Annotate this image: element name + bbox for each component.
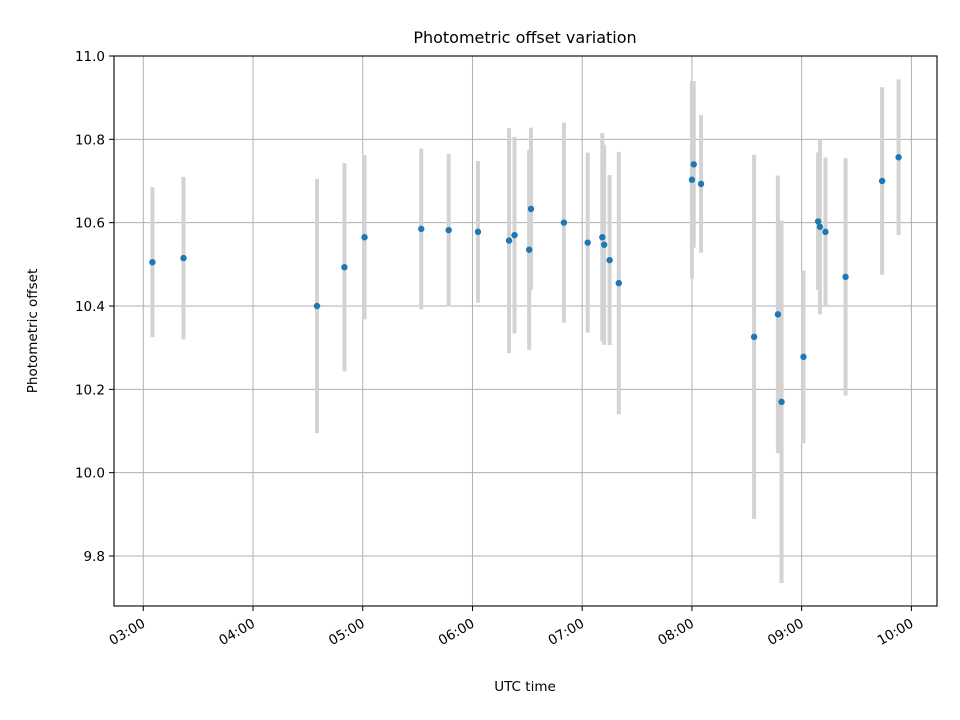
x-tick-label: 05:00	[326, 616, 368, 649]
data-point	[313, 302, 321, 310]
x-tick-label: 10:00	[875, 616, 917, 649]
data-point	[814, 218, 822, 225]
data-point	[584, 239, 591, 246]
y-tick-label: 10.8	[75, 132, 105, 148]
data-point	[599, 234, 606, 241]
x-tick-label: 06:00	[436, 616, 478, 649]
data-point	[445, 226, 452, 234]
x-tick-label: 07:00	[546, 616, 588, 649]
data-point	[180, 254, 187, 262]
x-tick-label: 08:00	[655, 616, 697, 649]
data-point	[600, 241, 608, 248]
data-point	[842, 273, 849, 281]
data-point	[750, 333, 758, 341]
y-tick-label: 10.6	[75, 216, 105, 232]
data-point	[149, 259, 156, 266]
data-point	[505, 237, 513, 244]
data-point	[560, 219, 568, 226]
data-point	[697, 180, 705, 188]
x-tick-label: 09:00	[765, 616, 807, 649]
data-point	[606, 256, 613, 264]
data-point	[511, 231, 518, 239]
y-tick-label: 10.0	[75, 466, 105, 482]
data-point	[800, 353, 807, 361]
y-axis-label: Photometric offset	[25, 269, 41, 393]
x-axis-label: UTC time	[494, 679, 556, 695]
y-tick-label: 11.0	[75, 49, 105, 65]
y-tick-label: 10.4	[75, 299, 105, 315]
x-tick-label: 03:00	[107, 616, 149, 649]
data-point	[774, 311, 782, 318]
data-point	[822, 228, 829, 236]
data-point	[525, 246, 533, 253]
data-point	[878, 177, 886, 185]
data-point	[688, 176, 696, 183]
data-points	[149, 154, 902, 406]
data-point	[778, 398, 785, 406]
axis-ticks	[109, 55, 912, 611]
plot-frame	[113, 55, 938, 607]
error-bars	[150, 79, 901, 584]
data-point	[527, 205, 535, 213]
data-point	[690, 161, 697, 168]
y-tick-label: 9.8	[84, 549, 105, 565]
data-point	[474, 228, 482, 236]
data-point	[418, 225, 425, 233]
data-point	[341, 264, 348, 271]
data-point	[895, 154, 902, 161]
data-point	[361, 234, 368, 241]
y-tick-label: 10.2	[75, 382, 105, 398]
chart-title: Photometric offset variation	[413, 28, 636, 47]
grid-lines	[114, 55, 937, 606]
data-point	[615, 279, 622, 287]
x-tick-label: 04:00	[216, 616, 258, 649]
data-point	[816, 223, 824, 231]
